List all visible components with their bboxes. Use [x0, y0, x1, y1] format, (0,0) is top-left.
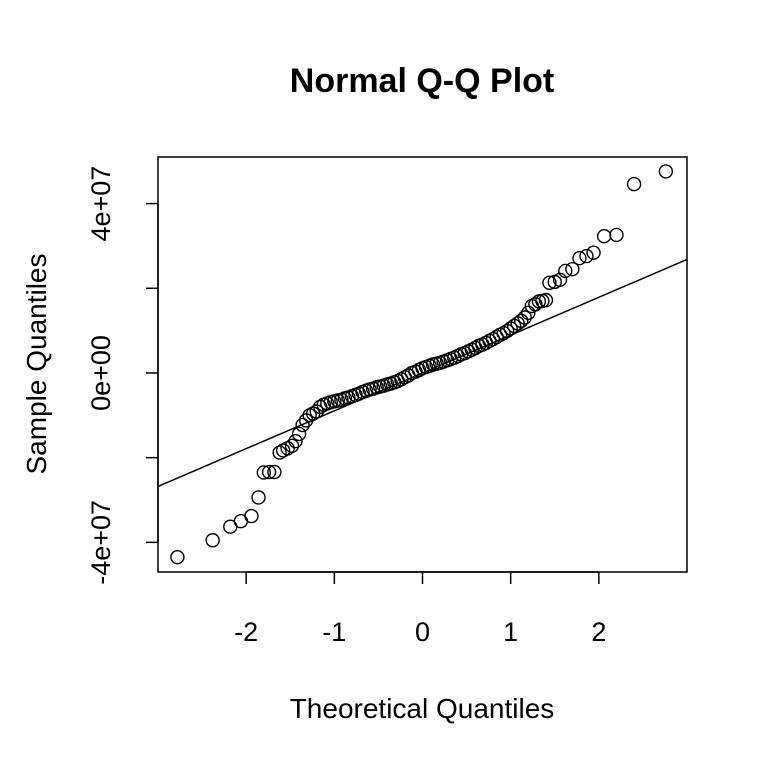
data-point [552, 272, 568, 288]
y-tick-label: -4e+07 [86, 500, 116, 585]
x-tick-label: -2 [234, 617, 258, 647]
data-point [538, 292, 554, 308]
data-point [251, 490, 266, 505]
data-point [565, 262, 580, 277]
data-point [658, 164, 674, 179]
data-point [284, 438, 300, 454]
data-point [517, 310, 532, 325]
data-points [170, 164, 674, 565]
x-tick-label: 0 [415, 617, 430, 647]
y-axis-label: Sample Quantiles [21, 253, 52, 474]
data-point [596, 228, 612, 244]
data-point [572, 251, 587, 266]
y-tick-label: 4e+07 [86, 166, 116, 242]
data-point [579, 248, 594, 264]
x-tick-label: 2 [591, 617, 606, 647]
data-point [170, 549, 185, 565]
y-tick-label: 0e+00 [86, 335, 116, 411]
data-point [626, 176, 642, 192]
data-point [542, 275, 557, 290]
x-axis: -2 -1 0 1 2 [234, 571, 606, 647]
y-axis: -4e+07 0e+00 4e+07 [86, 166, 159, 585]
data-point [291, 426, 307, 442]
data-point [609, 227, 624, 243]
data-point [496, 325, 511, 341]
data-point [514, 313, 529, 329]
data-point [521, 305, 536, 321]
data-point [205, 533, 220, 548]
data-point [267, 464, 282, 480]
chart-title: Normal Q-Q Plot [290, 62, 554, 100]
x-tick-label: 1 [503, 617, 518, 647]
data-point [288, 433, 303, 449]
data-point [272, 445, 287, 460]
x-axis-label: Theoretical Quantiles [290, 693, 555, 724]
data-point [558, 263, 573, 279]
data-point [244, 508, 259, 524]
data-point [256, 465, 271, 480]
data-point [261, 464, 277, 480]
x-tick-label: -1 [322, 617, 346, 647]
data-point [394, 372, 409, 387]
data-point [586, 245, 601, 260]
data-point [295, 417, 310, 433]
